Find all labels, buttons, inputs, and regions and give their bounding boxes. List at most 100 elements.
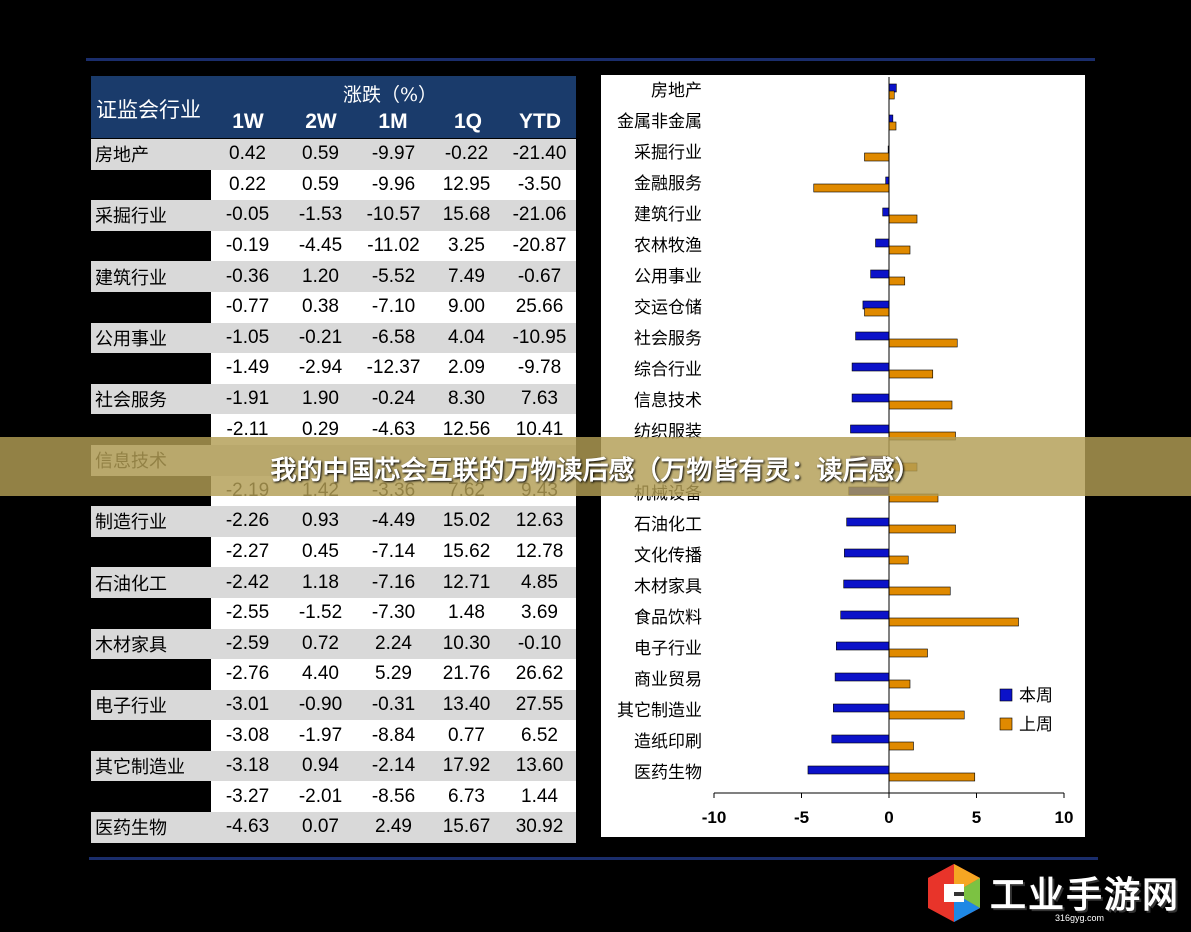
legend-label: 本周 — [1019, 686, 1053, 706]
value-cell: 15.67 — [430, 812, 503, 843]
value-cell: -2.55 — [211, 597, 284, 629]
industry-cell: 木材家具 — [91, 628, 211, 660]
value-cell: 15.62 — [430, 536, 503, 568]
col-header-1q: 1Q — [453, 110, 482, 133]
value-cell: 0.77 — [430, 720, 503, 751]
table-row: -3.08 -1.97 -8.84 0.77 6.52 — [91, 720, 576, 751]
logo-icon — [928, 864, 980, 922]
value-cell: -0.67 — [503, 261, 576, 292]
category-label: 信息技术 — [634, 391, 702, 411]
value-cell: 0.72 — [284, 628, 357, 660]
value-cell: -1.53 — [284, 200, 357, 231]
value-cell: 0.45 — [284, 536, 357, 568]
industry-cell: 石油化工 — [91, 567, 211, 598]
industry-cell: 社会服务 — [91, 383, 211, 415]
value-cell: 21.76 — [430, 659, 503, 690]
table-header: 证监会行业 涨跌（%） 1W 2W 1M 1Q YTD — [91, 76, 576, 138]
value-cell: 0.38 — [284, 291, 357, 323]
value-cell: -0.22 — [430, 139, 503, 170]
value-cell: -7.10 — [357, 291, 430, 323]
industry-cell — [91, 781, 211, 813]
value-cell: 7.49 — [430, 261, 503, 292]
table-row: 其它制造业 -3.18 0.94 -2.14 17.92 13.60 — [91, 750, 576, 782]
value-cell: 2.09 — [430, 353, 503, 384]
category-label: 社会服务 — [634, 329, 702, 349]
legend-swatch-this-week — [999, 688, 1013, 702]
bar-last-week — [888, 586, 951, 596]
value-cell: -1.91 — [211, 383, 284, 415]
value-cell: -2.59 — [211, 628, 284, 660]
bar-last-week — [864, 307, 890, 317]
value-cell: 26.62 — [503, 659, 576, 690]
bar-last-week — [888, 617, 1019, 627]
value-cell: 1.48 — [430, 597, 503, 629]
bar-last-week — [888, 555, 909, 565]
bar-this-week — [844, 548, 890, 558]
value-cell: -1.97 — [284, 720, 357, 751]
bar-this-week — [846, 517, 890, 527]
category-label: 建筑行业 — [634, 205, 702, 225]
value-cell: -2.94 — [284, 353, 357, 384]
bar-this-week — [875, 238, 890, 248]
bar-this-week — [851, 393, 890, 403]
table-row: -2.76 4.40 5.29 21.76 26.62 — [91, 659, 576, 690]
value-cell: -7.30 — [357, 597, 430, 629]
category-label: 采掘行业 — [634, 143, 702, 163]
value-cell: 1.18 — [284, 567, 357, 598]
table-row: 石油化工 -2.42 1.18 -7.16 12.71 4.85 — [91, 567, 576, 598]
category-label: 文化传播 — [634, 546, 702, 566]
value-cell: -0.36 — [211, 261, 284, 292]
category-label: 综合行业 — [634, 360, 702, 380]
table-row: 电子行业 -3.01 -0.90 -0.31 13.40 27.55 — [91, 689, 576, 721]
value-cell: -21.40 — [503, 139, 576, 170]
col-header-2w: 2W — [305, 110, 337, 133]
value-cell: 3.69 — [503, 597, 576, 629]
value-cell: 6.73 — [430, 781, 503, 813]
table-row: -2.55 -1.52 -7.30 1.48 3.69 — [91, 597, 576, 629]
bar-this-week — [831, 734, 890, 744]
value-cell: 12.95 — [430, 169, 503, 201]
value-cell: -0.24 — [357, 383, 430, 415]
table-row: 0.22 0.59 -9.96 12.95 -3.50 — [91, 169, 576, 201]
legend-label: 上周 — [1019, 715, 1053, 735]
value-cell: -7.14 — [357, 536, 430, 568]
industry-cell: 房地产 — [91, 139, 211, 170]
value-cell: 0.93 — [284, 506, 357, 537]
title-banner — [0, 437, 1191, 496]
industry-cell — [91, 720, 211, 751]
value-cell: 1.90 — [284, 383, 357, 415]
bar-last-week — [888, 741, 914, 751]
value-cell: -0.77 — [211, 291, 284, 323]
table-row: 房地产 0.42 0.59 -9.97 -0.22 -21.40 — [91, 139, 576, 170]
table-row: 制造行业 -2.26 0.93 -4.49 15.02 12.63 — [91, 506, 576, 537]
industry-cell — [91, 291, 211, 323]
industry-cell — [91, 353, 211, 384]
col-header-ytd: YTD — [519, 110, 561, 133]
value-cell: -2.76 — [211, 659, 284, 690]
value-cell: 17.92 — [430, 750, 503, 782]
value-cell: -2.27 — [211, 536, 284, 568]
value-cell: 0.59 — [284, 169, 357, 201]
industry-cell — [91, 169, 211, 201]
value-cell: -1.05 — [211, 322, 284, 354]
logo-sub: 316gyg.com — [1055, 913, 1105, 923]
bar-this-week — [834, 672, 890, 682]
x-tick-label: 5 — [972, 808, 981, 827]
bar-this-week — [870, 269, 890, 279]
industry-cell — [91, 659, 211, 690]
x-tick-label: 0 — [884, 808, 893, 827]
value-cell: 5.29 — [357, 659, 430, 690]
table-row: 木材家具 -2.59 0.72 2.24 10.30 -0.10 — [91, 628, 576, 660]
value-cell: -4.49 — [357, 506, 430, 537]
table-row: -0.19 -4.45 -11.02 3.25 -20.87 — [91, 230, 576, 262]
bar-last-week — [888, 90, 895, 100]
value-cell: -3.08 — [211, 720, 284, 751]
bar-last-week — [888, 772, 976, 782]
category-label: 商业贸易 — [634, 670, 702, 690]
value-cell: -9.78 — [503, 353, 576, 384]
industry-cell: 其它制造业 — [91, 750, 211, 782]
value-cell: 10.30 — [430, 628, 503, 660]
value-cell: -10.57 — [357, 200, 430, 231]
value-cell: 6.52 — [503, 720, 576, 751]
value-cell: 12.78 — [503, 536, 576, 568]
